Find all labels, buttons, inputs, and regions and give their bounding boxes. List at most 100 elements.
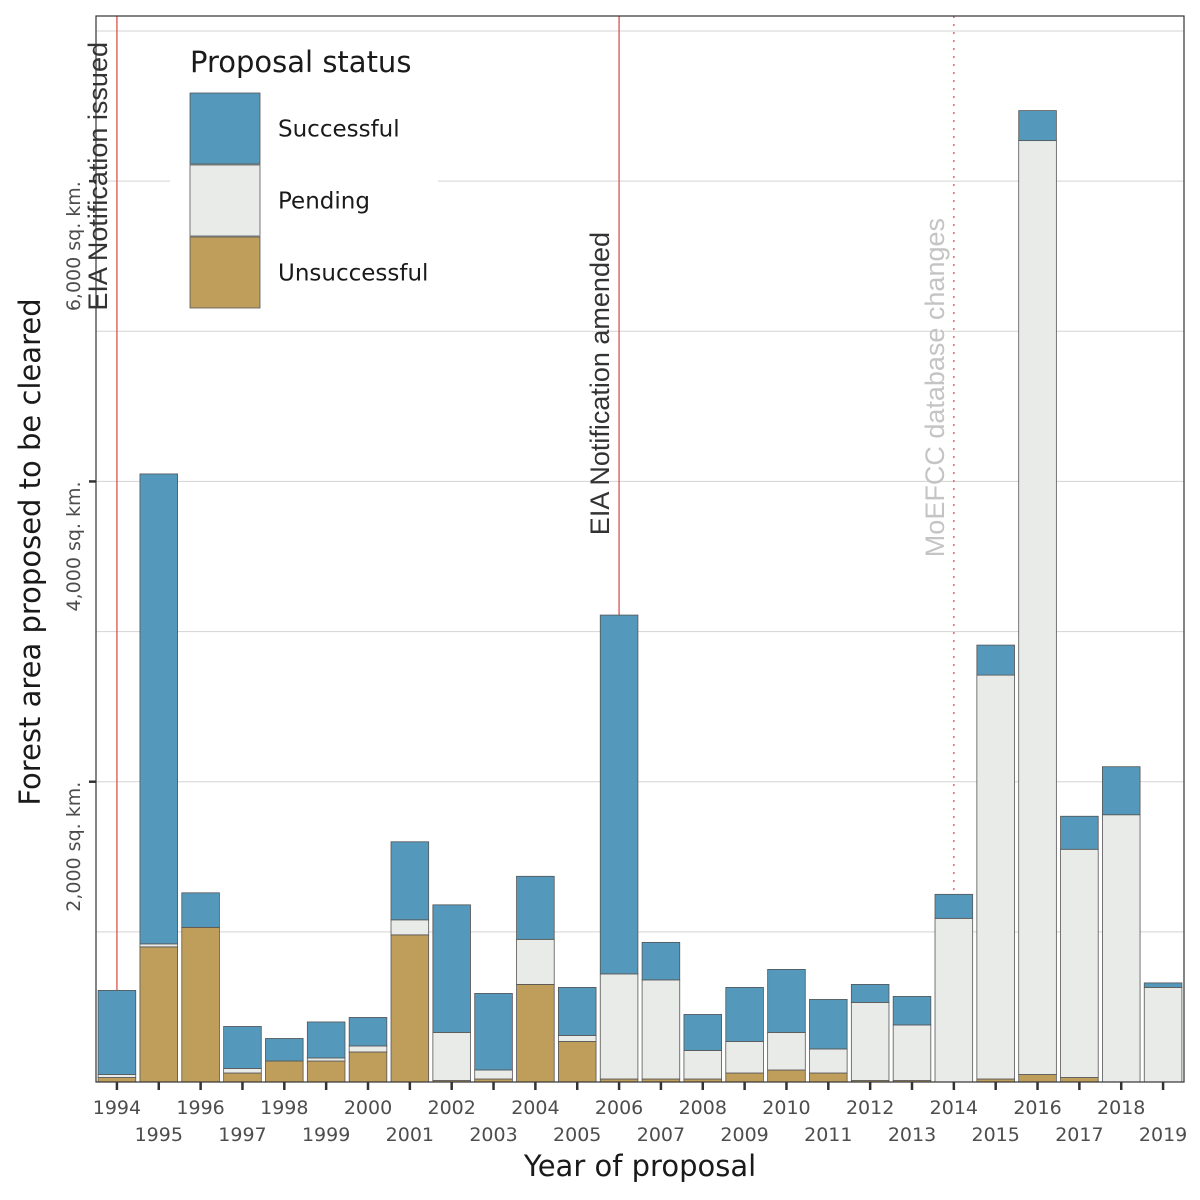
bar-segment-pending <box>390 919 430 936</box>
bar-segment-unsuccessful <box>265 1060 304 1083</box>
annotation-labels: EIA Notification issued EIA Notification … <box>83 42 950 557</box>
annotation-label: EIA Notification amended <box>585 232 615 535</box>
x-tick-label: 2010 <box>762 1097 810 1119</box>
bar-segment-pending <box>1143 987 1183 1083</box>
bar-segment-pending <box>558 1035 597 1042</box>
x-tick-label: 1994 <box>93 1097 141 1119</box>
bar-segment-successful <box>558 987 597 1036</box>
bar-stack-2011 <box>809 999 848 1083</box>
bar-stack-2000 <box>348 1017 388 1083</box>
bar-stack-1996 <box>181 892 220 1083</box>
bar-segment-unsuccessful <box>1018 1074 1057 1083</box>
bar-stack-2003 <box>474 993 513 1083</box>
bar-stack-2019 <box>1143 982 1183 1083</box>
x-axis-title: Year of proposal <box>523 1149 756 1183</box>
bar-segment-pending <box>516 938 555 985</box>
bar-segment-successful <box>265 1038 304 1062</box>
bar-stack-2013 <box>892 996 932 1083</box>
bar-segment-pending <box>474 1069 513 1080</box>
bar-segment-pending <box>1102 814 1141 1083</box>
bar-segment-unsuccessful <box>139 946 178 1083</box>
bar-segment-successful <box>390 841 430 921</box>
bar-segment-successful <box>725 987 764 1042</box>
bar-segment-successful <box>223 1026 262 1069</box>
legend-swatch-successful <box>189 92 261 165</box>
bar-segment-unsuccessful <box>1060 1077 1099 1083</box>
bar-segment-unsuccessful <box>390 934 430 1083</box>
bars <box>97 110 1183 1083</box>
bar-stack-2002 <box>432 904 471 1083</box>
bar-stack-2008 <box>683 1014 723 1083</box>
bar-segment-successful <box>1060 815 1099 850</box>
bar-segment-successful <box>306 1021 346 1059</box>
legend: Proposal status Successful Pending Unsucce… <box>170 36 438 316</box>
bar-stack-2007 <box>641 941 681 1083</box>
x-tick-label: 2014 <box>930 1097 978 1119</box>
annotation-label: EIA Notification issued <box>83 42 113 311</box>
bar-segment-successful <box>809 999 848 1050</box>
legend-swatch-unsuccessful <box>189 236 261 309</box>
bar-stack-2016 <box>1018 110 1057 1083</box>
bar-segment-pending <box>97 1074 137 1078</box>
bar-stack-1994 <box>97 990 137 1083</box>
bar-segment-unsuccessful <box>516 984 555 1083</box>
bar-segment-pending <box>599 973 639 1080</box>
bar-stack-2009 <box>725 987 764 1083</box>
y-tick-label: 6,000 sq. km. <box>63 181 85 311</box>
bar-stack-2018 <box>1102 766 1141 1083</box>
x-axis: 1994 1995 1996 1997 1998 1999 2000 2001 2002 2003… <box>93 1082 1187 1146</box>
bar-segment-unsuccessful <box>306 1060 346 1083</box>
bar-segment-unsuccessful <box>558 1041 597 1083</box>
x-tick-label: 1997 <box>218 1124 266 1146</box>
bar-stack-2012 <box>850 984 890 1083</box>
x-tick-label: 2013 <box>888 1124 936 1146</box>
bar-segment-pending <box>767 1032 806 1071</box>
bar-segment-pending <box>683 1050 723 1080</box>
x-tick-label: 2001 <box>386 1124 434 1146</box>
legend-swatch-pending <box>189 164 261 237</box>
bar-segment-pending <box>641 979 681 1080</box>
bar-segment-successful <box>976 644 1015 676</box>
bar-segment-pending <box>976 674 1015 1080</box>
bar-segment-pending <box>725 1041 764 1074</box>
bar-stack-1999 <box>306 1021 346 1083</box>
y-axis: 2,000 sq. km. 4,000 sq. km. 6,000 sq. km. <box>63 179 96 912</box>
x-tick-label: 2018 <box>1097 1097 1145 1119</box>
bar-stack-1997 <box>223 1026 262 1083</box>
x-tick-label: 2004 <box>511 1097 559 1119</box>
bar-segment-successful <box>181 892 220 928</box>
bar-segment-successful <box>767 968 806 1033</box>
bar-stack-1998 <box>265 1038 304 1083</box>
x-tick-label: 2003 <box>469 1124 517 1146</box>
bar-stack-2006 <box>599 614 639 1083</box>
x-tick-label: 1996 <box>176 1097 224 1119</box>
y-tick-label: 2,000 sq. km. <box>63 782 85 912</box>
y-axis-title: Forest area proposed to be cleared <box>13 298 47 805</box>
annotation-label: MoEFCC database changes <box>920 218 950 557</box>
bar-segment-successful <box>348 1017 388 1047</box>
bar-stack-2017 <box>1060 815 1099 1083</box>
bar-stack-2010 <box>767 968 806 1083</box>
bar-segment-unsuccessful <box>767 1069 806 1083</box>
x-tick-label: 1995 <box>135 1124 183 1146</box>
x-tick-label: 2016 <box>1013 1097 1061 1119</box>
x-tick-label: 2019 <box>1139 1124 1187 1146</box>
bar-segment-pending <box>934 917 974 1083</box>
bar-segment-pending <box>850 1002 890 1081</box>
bar-stack-2015 <box>976 644 1015 1083</box>
bar-segment-successful <box>474 993 513 1071</box>
bar-segment-successful <box>683 1014 723 1051</box>
bar-segment-unsuccessful <box>181 926 220 1083</box>
bar-segment-unsuccessful <box>223 1072 262 1083</box>
x-tick-label: 2007 <box>637 1124 685 1146</box>
bar-stack-2001 <box>390 841 430 1083</box>
legend-label-unsuccessful: Unsuccessful <box>278 261 428 287</box>
x-tick-label: 2012 <box>846 1097 894 1119</box>
bar-segment-successful <box>516 875 555 940</box>
bar-segment-successful <box>1143 982 1183 988</box>
x-tick-label: 2008 <box>679 1097 727 1119</box>
plot-panel-border <box>95 15 1185 1083</box>
bar-stack-2004 <box>516 875 555 1083</box>
bar-segment-pending <box>139 943 178 948</box>
